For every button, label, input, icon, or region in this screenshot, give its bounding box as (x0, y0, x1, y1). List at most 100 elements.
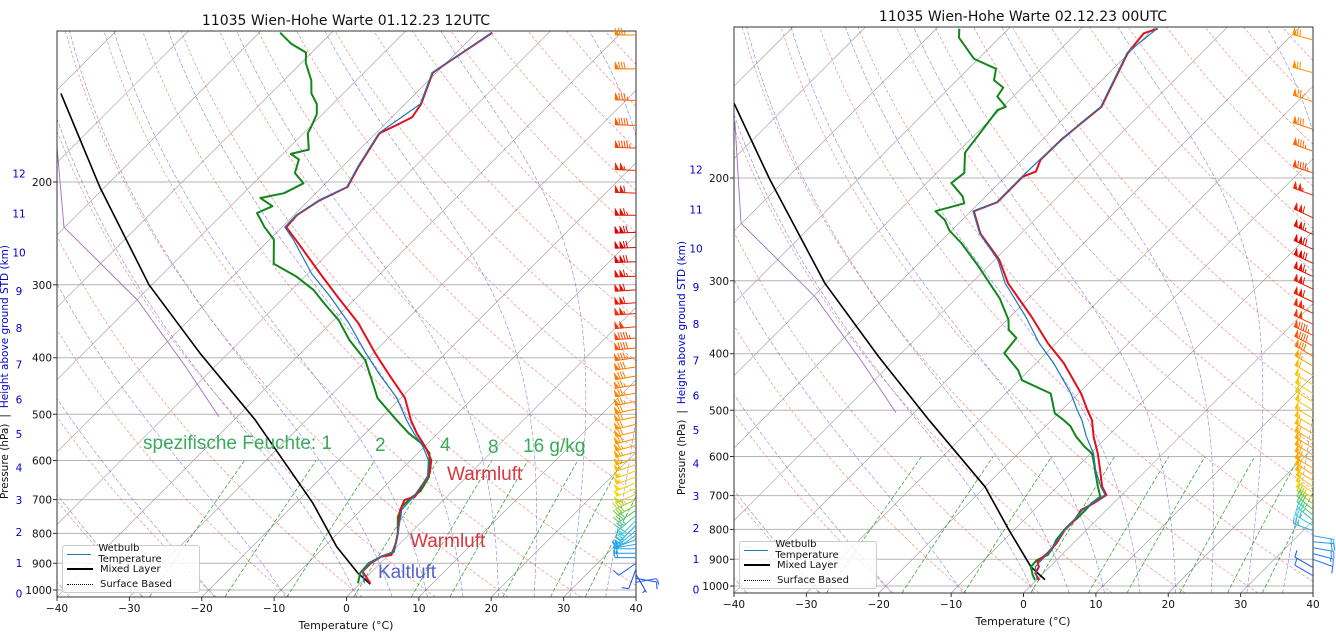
wind-barb-pennant (1294, 348, 1299, 359)
wind-barb-pennant (614, 307, 620, 316)
isotherm-line (733, 26, 794, 87)
wind-barb-staff (619, 529, 637, 545)
wind-barb (614, 268, 637, 278)
dry-adiabat-line (973, 26, 1314, 401)
wind-barb-half (1298, 398, 1301, 402)
height-tick-label: 3 (16, 495, 23, 507)
wind-barb-pennant (619, 240, 625, 249)
x-tick-label: 0 (343, 603, 350, 615)
wind-barb-full (1304, 163, 1307, 171)
wind-barb-full (1300, 342, 1305, 350)
legend: Wetbulb Temperature Mixed Layer Surface … (739, 539, 877, 589)
wind-barb (635, 578, 659, 586)
wetbulb-line (972, 28, 1158, 581)
wind-barb-full (622, 331, 626, 340)
wind-barb-full (616, 463, 622, 470)
moist-adiabat-line (69, 30, 393, 598)
wind-barb-full (622, 255, 626, 263)
moist-adiabat-line (733, 114, 1035, 594)
wind-barb-full (623, 61, 626, 69)
moist-adiabat-line (1266, 26, 1314, 594)
wind-barb (1292, 115, 1314, 130)
dry-adiabat-line (142, 30, 637, 586)
legend-line-mixed-layer (67, 568, 93, 570)
wind-barb-half (620, 452, 624, 456)
wind-barb-full (1298, 446, 1302, 454)
wind-barb-full (618, 532, 626, 537)
isotherm-line (56, 30, 117, 91)
wind-barb-full (622, 269, 626, 277)
height-tick-label: 9 (16, 286, 23, 298)
pressure-tick-label: 300 (32, 280, 52, 292)
y-axis-label-separator: | (677, 410, 688, 414)
wind-barb (1312, 541, 1336, 551)
x-tick-label: 20 (485, 603, 498, 615)
wind-barb-full (614, 501, 620, 508)
wind-barb-pennant (1295, 473, 1301, 484)
wind-barb-staff (1312, 535, 1334, 540)
wind-barb-pennant (1294, 329, 1299, 339)
dry-adiabat-line (412, 30, 637, 276)
wind-barb-staff (618, 509, 637, 523)
dry-adiabat-line (1281, 26, 1314, 61)
wind-barb (1294, 384, 1314, 403)
dry-adiabat-line (733, 232, 1040, 594)
moist-adiabat-line (56, 581, 71, 598)
height-tick-label: 1 (693, 554, 700, 566)
annotation-humidity-4: 4 (440, 435, 451, 456)
dry-adiabat-line (604, 30, 637, 65)
wind-barb-pennant (1298, 235, 1303, 245)
isotherm-line (950, 230, 1314, 594)
wind-barb (614, 295, 637, 305)
wind-barb (613, 482, 637, 492)
wind-barb-full (625, 225, 629, 233)
isotherm-line (1095, 375, 1314, 594)
wind-barb (614, 320, 637, 330)
wind-barb-full (617, 353, 621, 361)
wind-barb-pennant (1293, 272, 1298, 283)
wind-barb-half (623, 310, 626, 315)
y-axis-label-height: Height above ground STD (km) (677, 241, 688, 404)
skewt-chart-right: 11035 Wien-Hohe Warte 02.12.23 00UTC −40 −… (677, 0, 1336, 632)
wind-barb-half (1298, 389, 1301, 394)
wind-barb-full (613, 570, 620, 576)
legend-item-surface-based: Surface Based (63, 577, 199, 591)
dry-adiabat-line (1089, 26, 1314, 272)
wind-barb-full (1333, 543, 1336, 551)
wind-barb (1294, 392, 1314, 411)
wind-barb-half (1299, 473, 1302, 478)
legend-line-surface-based (744, 579, 770, 581)
wind-barb (1292, 136, 1314, 152)
wind-barb-full (1298, 351, 1302, 359)
mixing-ratio-line (1227, 456, 1300, 594)
wind-barb-pennant (1294, 392, 1300, 402)
legend-label: Wetbulb Temperature (98, 543, 162, 565)
wind-barb-full (1303, 343, 1307, 351)
isotherm-line (56, 30, 189, 163)
moist-adiabat-line (440, 30, 587, 598)
isotherm-line (1240, 520, 1314, 594)
wind-barb-pennant (619, 295, 625, 305)
wind-barb (614, 91, 637, 101)
wind-barb-half (618, 541, 622, 546)
wind-barb-pennant (614, 27, 620, 36)
wind-barb-full (619, 388, 624, 396)
wind-barb-full (615, 540, 622, 546)
wind-barb (1293, 272, 1314, 290)
height-tick-label: 0 (693, 584, 700, 596)
wind-barb-pennant (619, 320, 625, 329)
wind-barb-full (619, 420, 624, 428)
wind-barb-pennant (613, 362, 620, 371)
wind-barb-half (1307, 329, 1309, 334)
wind-barb-full (620, 342, 624, 350)
pressure-tick-label: 1000 (702, 581, 729, 593)
isotherm-line (56, 30, 406, 380)
wind-barb-pennant (1298, 275, 1303, 285)
moist-adiabat-line (845, 26, 1141, 594)
pressure-tick-label: 900 (32, 558, 52, 570)
pressure-tick-label: 900 (709, 554, 729, 566)
wind-barb-pennant (614, 207, 620, 216)
wind-barb-full (1298, 321, 1301, 329)
wind-barb-pennant (1294, 338, 1299, 349)
pressure-tick-label: 800 (32, 528, 52, 540)
